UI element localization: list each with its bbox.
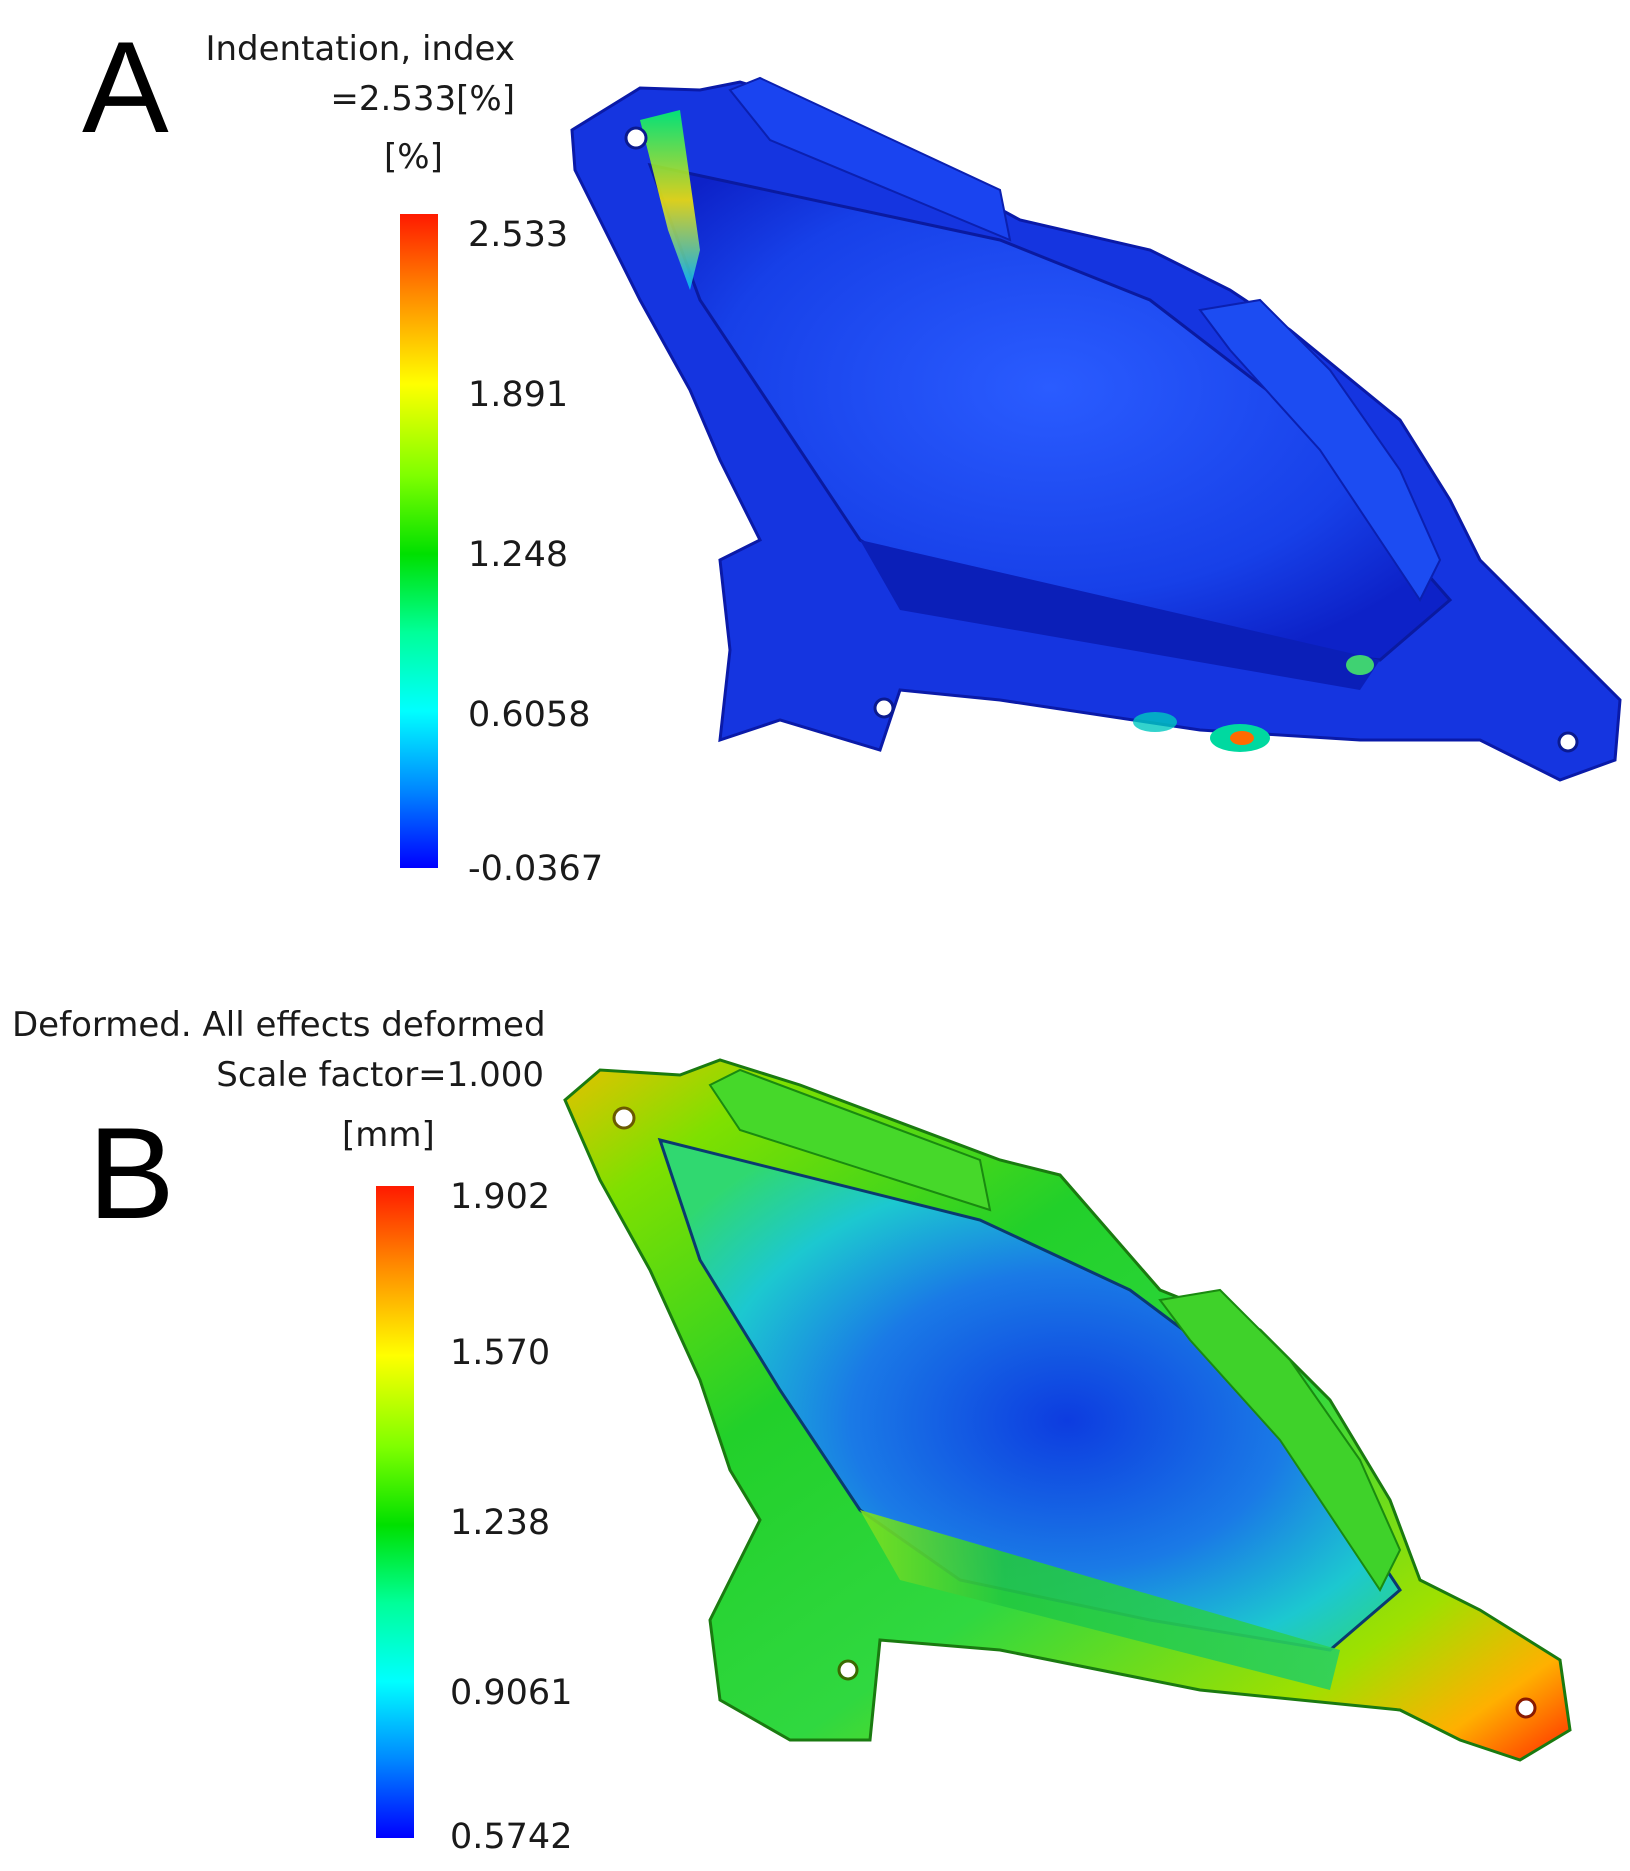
legend-title-b-line2: Scale factor=1.000 [216, 1055, 544, 1095]
scale-tick-b-1: 1.902 [450, 1177, 551, 1217]
color-scale-bar-b [376, 1186, 414, 1838]
scale-tick-b-4: 0.9061 [450, 1673, 573, 1713]
legend-title-b-line1: Deformed. All effects deformed [12, 1005, 546, 1045]
legend-unit-b: [mm] [342, 1115, 435, 1155]
scale-tick-a-3: 1.248 [468, 535, 569, 575]
scale-tick-a-4: 0.6058 [468, 695, 591, 735]
legend-unit-a: [%] [384, 137, 443, 177]
legend-title-a-line1: Indentation, index [205, 29, 515, 69]
legend-title-a-line2: =2.533[%] [330, 79, 515, 119]
scale-tick-a-1: 2.533 [468, 215, 569, 255]
scale-tick-a-5: -0.0367 [468, 849, 604, 889]
scale-tick-b-2: 1.570 [450, 1333, 551, 1373]
scale-tick-b-5: 0.5742 [450, 1817, 573, 1857]
panel-letter-a: A [82, 14, 169, 160]
color-scale-bar-a [400, 214, 438, 868]
panel-letter-b: B [88, 1100, 175, 1246]
scale-tick-b-3: 1.238 [450, 1503, 551, 1543]
scale-tick-a-2: 1.891 [468, 375, 569, 415]
